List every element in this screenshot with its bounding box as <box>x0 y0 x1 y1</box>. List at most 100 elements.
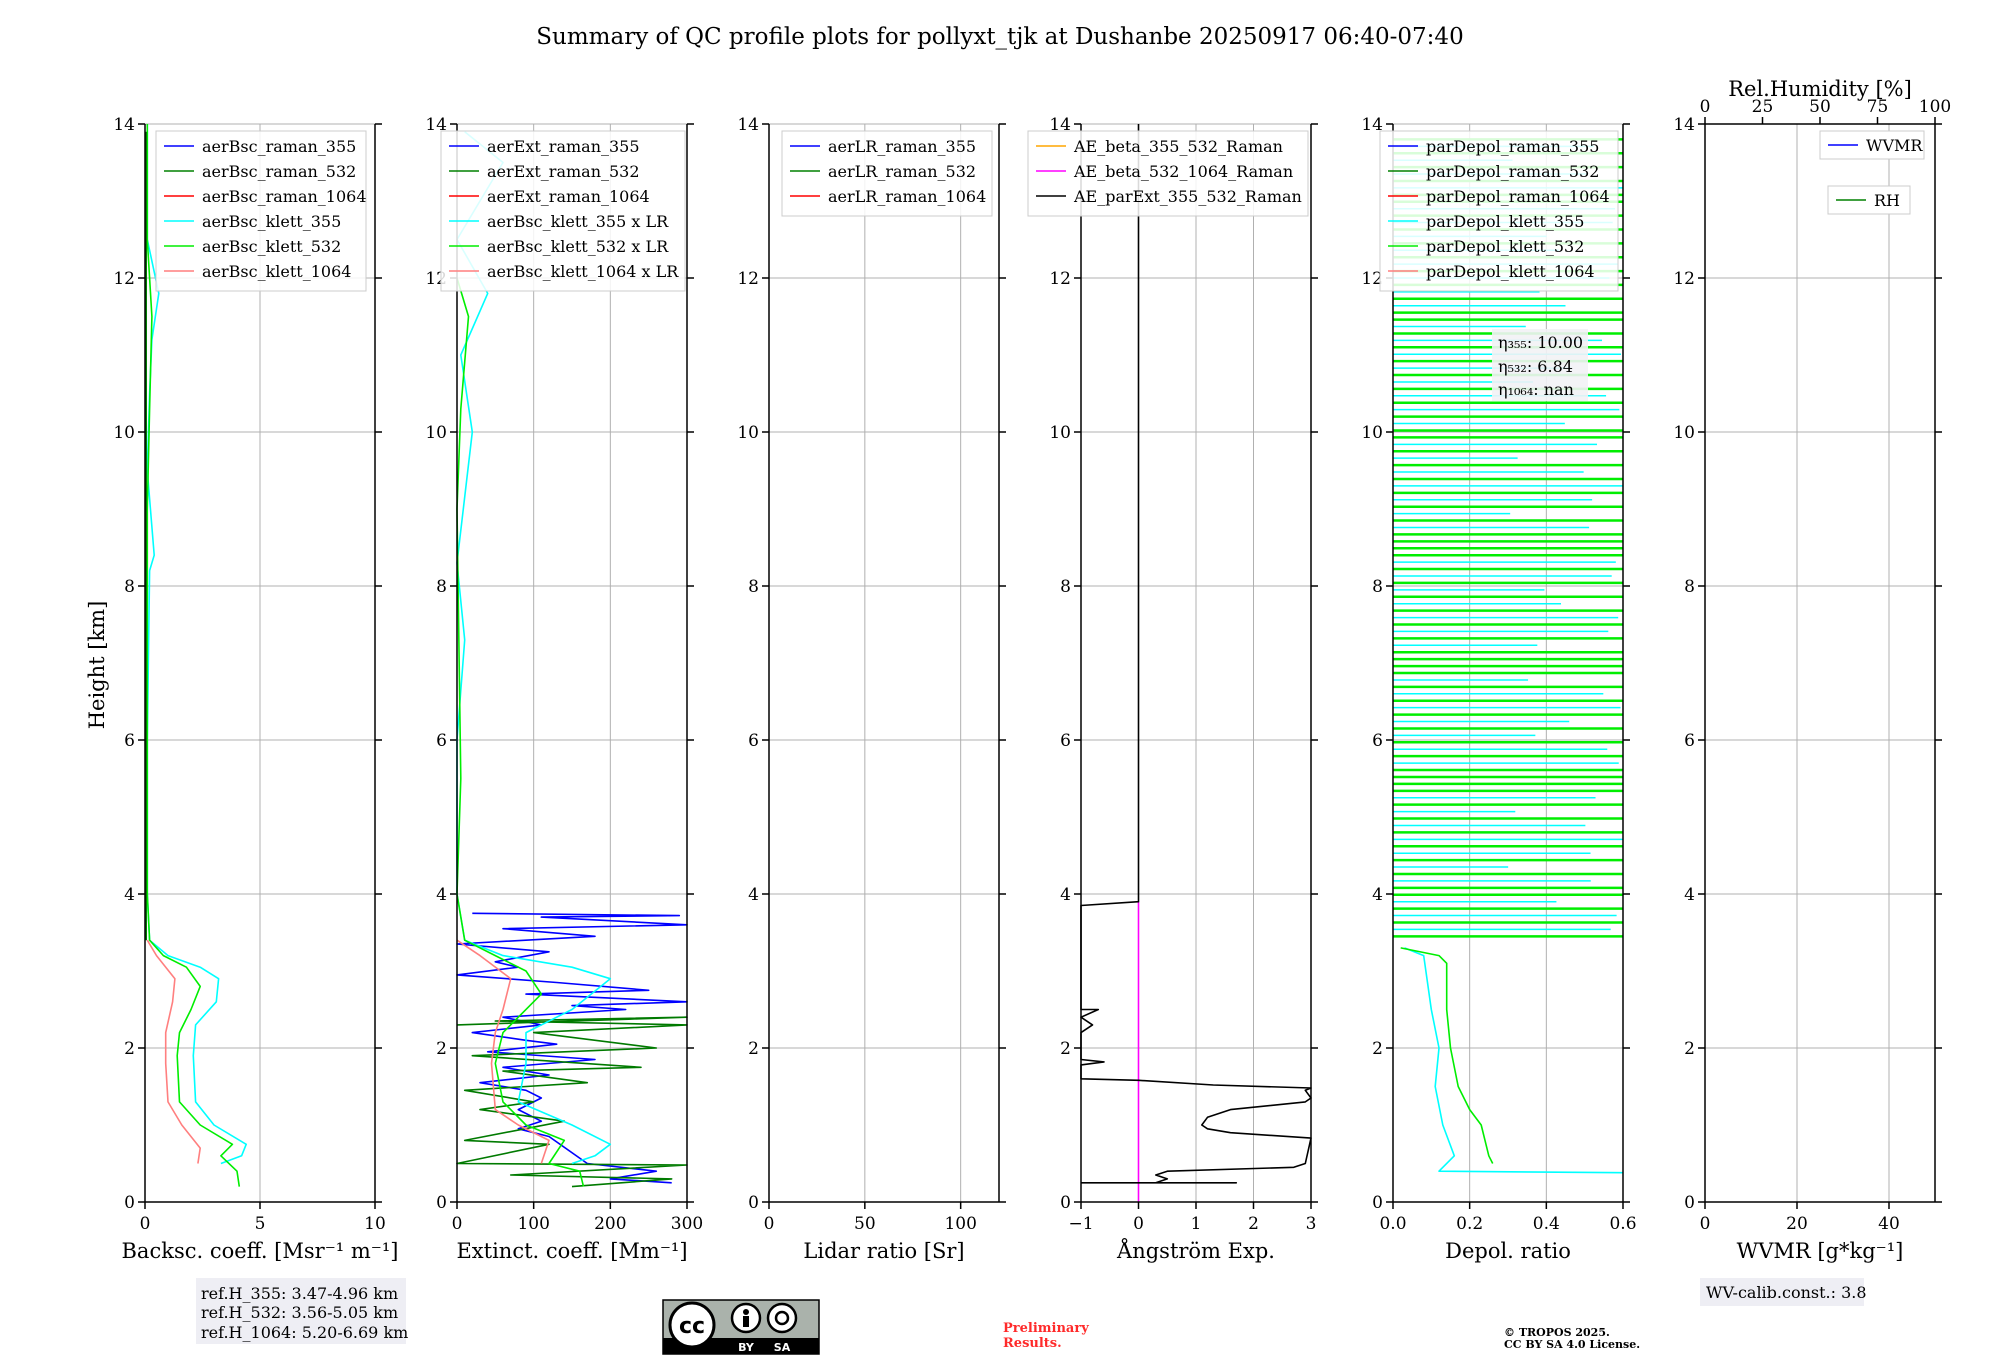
legend-label-4: aerBsc_klett_532 <box>202 237 341 256</box>
preliminary-note: Preliminary Results. <box>1003 1321 1089 1351</box>
legend-label-4: parDepol_klett_532 <box>1426 237 1584 256</box>
y-tick-label-0: 0 <box>1372 1193 1383 1213</box>
x-tick-label-0: 0 <box>764 1214 775 1234</box>
y-tick-label-2: 4 <box>124 885 135 905</box>
legend-label-1: aerExt_raman_532 <box>487 162 640 181</box>
x-tick-label-0: 0 <box>140 1214 151 1234</box>
y-tick-label-3: 6 <box>1060 731 1071 751</box>
y-tick-label-2: 4 <box>436 885 447 905</box>
top-tick-label-3: 75 <box>1867 97 1889 117</box>
y-tick-label-5: 10 <box>425 423 447 443</box>
legend-depol: parDepol_raman_355 parDepol_raman_532 parD… <box>1379 130 1619 292</box>
legend-label-0: aerBsc_raman_355 <box>202 137 356 156</box>
panel-backscatter: 0 5 10 0 2 4 6 8 10 12 14 Backsc. coeff. [Msr⁻¹ m⁻¹… <box>113 115 398 1263</box>
y-tick-label-7: 14 <box>1361 115 1383 135</box>
cc-logo-icon <box>668 1301 716 1349</box>
depol-annotation-line-1: η₃₅₅: 10.00 <box>1498 333 1583 352</box>
legend-label: RH <box>1874 191 1900 210</box>
y-tick-label-3: 6 <box>124 731 135 751</box>
legend-extinction: aerExt_raman_355 aerExt_raman_532 aerExt_r… <box>440 130 686 292</box>
legend-label-0: AE_beta_355_532_Raman <box>1073 137 1283 156</box>
x-tick-label-2: 10 <box>364 1214 386 1234</box>
y-tick-label-2: 4 <box>1060 885 1071 905</box>
x-tick-label-1: 5 <box>255 1214 266 1234</box>
x-axis-label-backscatter: Backsc. coeff. [Msr⁻¹ m⁻¹] <box>122 1239 399 1263</box>
y-tick-label-3: 6 <box>748 731 759 751</box>
legend-label-3: parDepol_klett_355 <box>1426 212 1584 231</box>
y-tick-label-6: 12 <box>1049 269 1071 289</box>
legend-lidar_ratio: aerLR_raman_355 aerLR_raman_532 aerLR_rama… <box>781 130 993 217</box>
legend-label-1: aerBsc_raman_532 <box>202 162 356 181</box>
y-tick-label-5: 10 <box>1361 423 1383 443</box>
y-tick-label-1: 2 <box>1372 1039 1383 1059</box>
x-axis-label-depol: Depol. ratio <box>1445 1239 1571 1263</box>
top-tick-label-1: 25 <box>1752 97 1774 117</box>
x-tick-label-2: 1 <box>1191 1214 1202 1234</box>
y-tick-label-6: 12 <box>1361 269 1383 289</box>
y-tick-label-0: 0 <box>1060 1193 1071 1213</box>
x-tick-label-0: −1 <box>1068 1214 1093 1234</box>
y-tick-label-0: 0 <box>436 1193 447 1213</box>
series-aerExt_raman_532 <box>456 1016 688 1188</box>
ref-height-532: ref.H_532: 3.56-5.05 km <box>201 1303 398 1322</box>
panel-depol: 0.0 0.2 0.4 0.6 0 2 4 6 8 10 12 14 Depol. ratio parDe… <box>1361 115 1636 1263</box>
y-tick-label-7: 14 <box>1673 115 1695 135</box>
x-tick-label-2: 0.4 <box>1533 1214 1560 1234</box>
y-tick-label-1: 2 <box>1684 1039 1695 1059</box>
y-tick-label-5: 10 <box>113 423 135 443</box>
x-tick-label-1: 20 <box>1786 1214 1808 1234</box>
y-tick-label-0: 0 <box>124 1193 135 1213</box>
x-tick-label-0: 0.0 <box>1379 1214 1406 1234</box>
legend-backscatter: aerBsc_raman_355 aerBsc_raman_532 aerBsc_r… <box>155 130 367 292</box>
y-tick-label-5: 10 <box>1049 423 1071 443</box>
y-tick-label-0: 0 <box>1684 1193 1695 1213</box>
depol-annotation: η₃₅₅: 10.00 η₅₃₂: 6.84 η₁₀₆₄: nan <box>1492 329 1588 401</box>
x-axis-label-lidar_ratio: Lidar ratio [Sr] <box>803 1239 964 1263</box>
x-tick-label-3: 0.6 <box>1609 1214 1636 1234</box>
top-axis-label: Rel.Humidity [%] <box>1728 77 1912 101</box>
y-tick-label-3: 6 <box>1372 731 1383 751</box>
panel-lidar_ratio: 0 50 100 0 2 4 6 8 10 12 14 Lidar ratio [Sr] aerLR_r… <box>737 115 1006 1263</box>
legend-label-1: AE_beta_532_1064_Raman <box>1073 162 1293 181</box>
ref-height-355: ref.H_355: 3.47-4.96 km <box>201 1284 398 1303</box>
legend-label-2: AE_parExt_355_532_Raman <box>1073 187 1302 206</box>
legend-label-4: aerBsc_klett_532 x LR <box>487 237 669 256</box>
legend-label-0: parDepol_raman_355 <box>1426 137 1599 156</box>
series-aerBsc_klett_532 <box>146 124 241 1187</box>
x-tick-label-1: 0.2 <box>1456 1214 1483 1234</box>
y-tick-label-1: 2 <box>748 1039 759 1059</box>
x-axis-label-extinction: Extinct. coeff. [Mm⁻¹] <box>456 1239 687 1263</box>
y-tick-label-5: 10 <box>1673 423 1695 443</box>
depol-annotation-line-2: η₅₃₂: 6.84 <box>1498 357 1573 376</box>
y-tick-label-7: 14 <box>1049 115 1071 135</box>
legend-label: WVMR <box>1866 136 1923 155</box>
legend-label-2: aerLR_raman_1064 <box>828 187 986 206</box>
ref-heights-box: ref.H_355: 3.47-4.96 km ref.H_532: 3.56-… <box>196 1278 408 1344</box>
y-tick-label-6: 12 <box>113 269 135 289</box>
x-tick-label-0: 0 <box>452 1214 463 1234</box>
legend-wvmr-1: RH <box>1827 185 1911 215</box>
x-tick-label-2: 40 <box>1878 1214 1900 1234</box>
y-tick-label-2: 4 <box>1684 885 1695 905</box>
legend-label-0: aerExt_raman_355 <box>487 137 640 156</box>
legend-wvmr-0: WVMR <box>1819 130 1925 160</box>
x-tick-label-1: 100 <box>517 1214 549 1234</box>
x-axis-label-angstrom: Ångström Exp. <box>1116 1238 1275 1263</box>
legend-label-2: parDepol_raman_1064 <box>1426 187 1610 206</box>
legend-label-5: aerBsc_klett_1064 x LR <box>487 262 679 281</box>
copyright-line-1: © TROPOS 2025. <box>1504 1326 1610 1339</box>
legend-label-0: aerLR_raman_355 <box>828 137 976 156</box>
y-tick-label-6: 12 <box>737 269 759 289</box>
legend-angstrom: AE_beta_355_532_Raman AE_beta_532_1064_Ra… <box>1027 130 1309 217</box>
series-aerBsc_klett_1064 x LR <box>456 939 550 1164</box>
copyright-line-2: CC BY SA 4.0 License. <box>1504 1338 1640 1351</box>
y-axis-label: Height [km] <box>85 601 109 730</box>
series-aerBsc_klett_355 x LR <box>456 131 612 1165</box>
figure-title: Summary of QC profile plots for pollyxt_… <box>536 24 1463 50</box>
y-tick-label-1: 2 <box>1060 1039 1071 1059</box>
y-tick-label-3: 6 <box>436 731 447 751</box>
top-tick-label-0: 0 <box>1700 97 1711 117</box>
copyright-note: © TROPOS 2025. CC BY SA 4.0 License. <box>1504 1326 1640 1351</box>
